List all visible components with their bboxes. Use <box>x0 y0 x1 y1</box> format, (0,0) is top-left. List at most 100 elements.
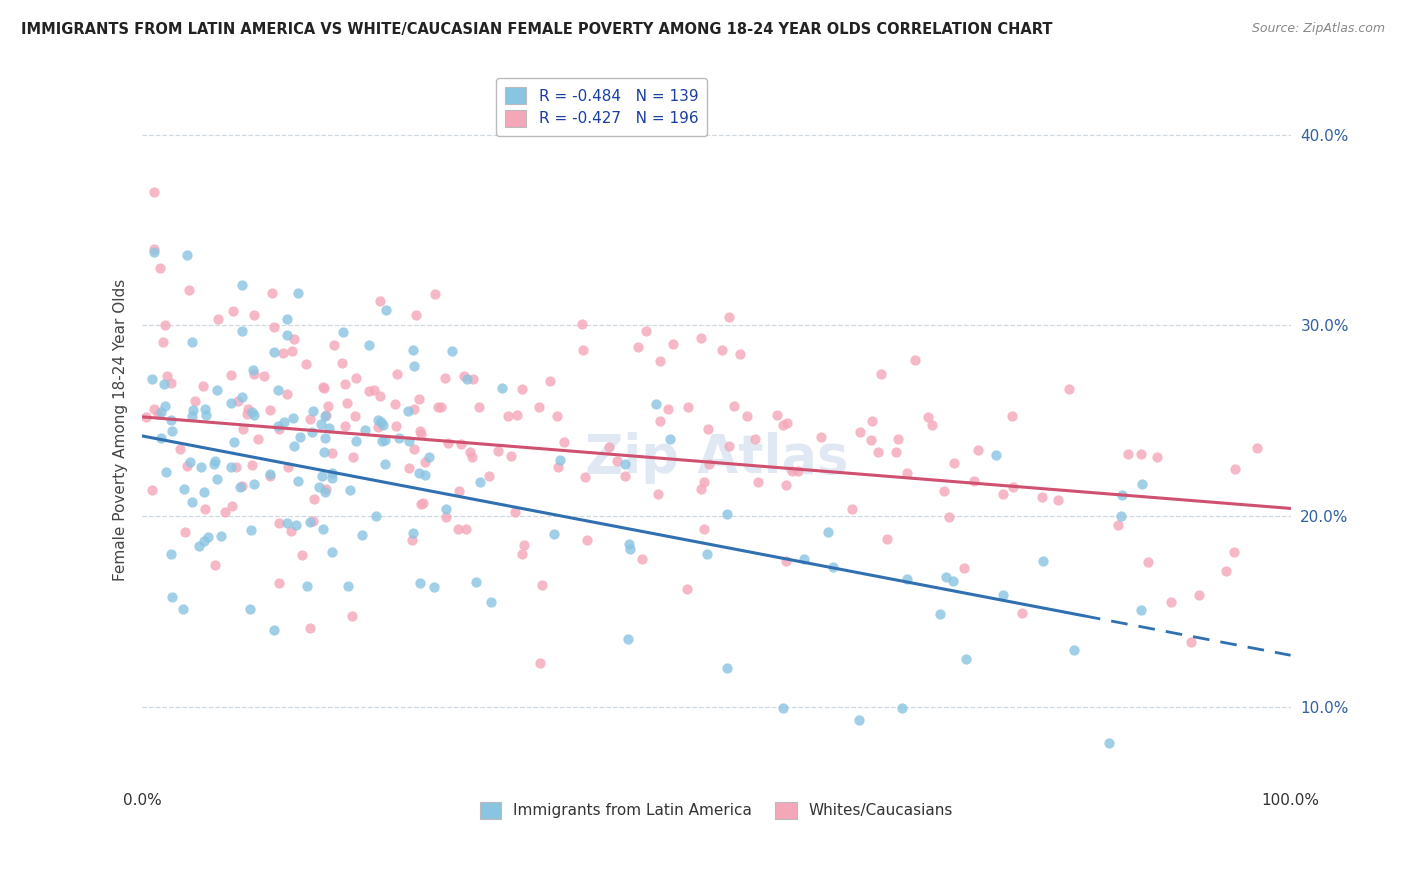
Point <box>150 432 173 446</box>
Point <box>531 578 554 592</box>
Point <box>231 390 253 404</box>
Point <box>149 405 172 419</box>
Point <box>207 311 229 326</box>
Point <box>346 434 368 448</box>
Point <box>295 579 318 593</box>
Point <box>1137 555 1160 569</box>
Point <box>195 408 218 422</box>
Point <box>298 412 321 426</box>
Point <box>543 526 565 541</box>
Point <box>942 574 965 588</box>
Point <box>904 353 927 368</box>
Point <box>776 416 799 430</box>
Point <box>287 474 309 488</box>
Point <box>160 376 183 390</box>
Point <box>155 465 177 479</box>
Point <box>288 430 311 444</box>
Point <box>692 522 714 536</box>
Point <box>896 572 918 586</box>
Point <box>848 713 870 727</box>
Point <box>342 608 364 623</box>
Point <box>173 482 195 496</box>
Point <box>315 408 337 422</box>
Point <box>368 293 391 308</box>
Point <box>496 409 519 423</box>
Point <box>141 372 163 386</box>
Point <box>1188 588 1211 602</box>
Point <box>689 482 711 496</box>
Point <box>1146 450 1168 464</box>
Point <box>229 480 252 494</box>
Point <box>176 458 198 473</box>
Point <box>402 402 425 417</box>
Point <box>1225 462 1247 476</box>
Point <box>430 400 453 414</box>
Point <box>1222 545 1244 559</box>
Point <box>247 433 270 447</box>
Point <box>513 538 536 552</box>
Point <box>226 394 249 409</box>
Point <box>408 466 430 480</box>
Point <box>169 442 191 457</box>
Point <box>332 325 354 339</box>
Point <box>716 661 738 675</box>
Point <box>276 516 298 530</box>
Point <box>146 408 169 422</box>
Point <box>204 453 226 467</box>
Point <box>287 285 309 300</box>
Point <box>697 457 720 471</box>
Text: Source: ZipAtlas.com: Source: ZipAtlas.com <box>1251 22 1385 36</box>
Y-axis label: Female Poverty Among 18-24 Year Olds: Female Poverty Among 18-24 Year Olds <box>114 279 128 582</box>
Point <box>384 396 406 410</box>
Point <box>301 425 323 439</box>
Point <box>242 477 264 491</box>
Point <box>717 310 740 325</box>
Point <box>917 409 939 424</box>
Point <box>697 422 720 436</box>
Point <box>231 479 253 493</box>
Point <box>371 434 394 449</box>
Point <box>860 433 883 447</box>
Point <box>413 455 436 469</box>
Point <box>276 311 298 326</box>
Point <box>631 552 654 566</box>
Point <box>219 459 242 474</box>
Point <box>547 460 569 475</box>
Point <box>242 308 264 322</box>
Point <box>1057 382 1080 396</box>
Point <box>848 425 870 439</box>
Point <box>841 502 863 516</box>
Point <box>202 457 225 471</box>
Point <box>316 399 339 413</box>
Point <box>453 368 475 383</box>
Point <box>772 700 794 714</box>
Point <box>405 309 427 323</box>
Point <box>404 442 426 456</box>
Point <box>280 524 302 538</box>
Point <box>467 400 489 414</box>
Point <box>344 409 367 423</box>
Point <box>259 469 281 483</box>
Point <box>693 475 716 489</box>
Point <box>1180 635 1202 649</box>
Point <box>385 419 408 434</box>
Point <box>747 475 769 489</box>
Point <box>617 537 640 551</box>
Point <box>224 435 246 450</box>
Point <box>321 466 343 480</box>
Point <box>891 700 914 714</box>
Point <box>276 387 298 401</box>
Point <box>318 420 340 434</box>
Point <box>219 368 242 383</box>
Point <box>427 401 450 415</box>
Point <box>423 580 446 594</box>
Point <box>461 450 484 464</box>
Point <box>634 324 657 338</box>
Point <box>993 589 1015 603</box>
Point <box>598 441 620 455</box>
Point <box>221 499 243 513</box>
Point <box>367 413 389 427</box>
Point <box>205 472 228 486</box>
Point <box>159 548 181 562</box>
Point <box>262 285 284 300</box>
